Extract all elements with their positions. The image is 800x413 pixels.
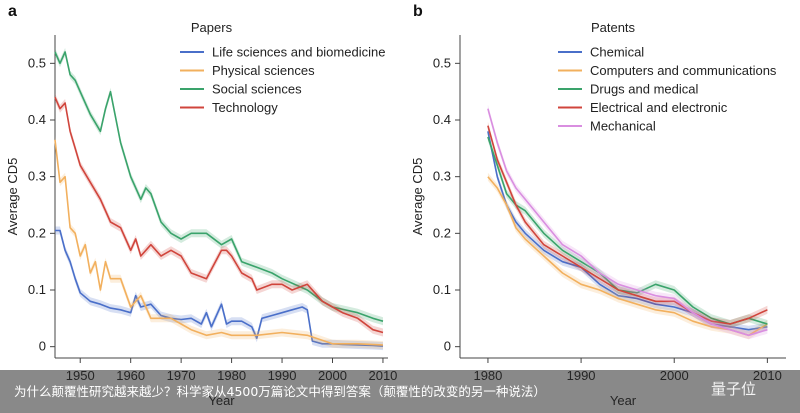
y-axis-label: Average CD5 xyxy=(5,158,20,236)
y-tick-label: 0.1 xyxy=(28,282,46,297)
y-tick-label: 0.4 xyxy=(28,112,46,127)
watermark-logo: 量子位 xyxy=(710,380,756,398)
y-tick-label: 0.5 xyxy=(28,55,46,70)
legend-label: Physical sciences xyxy=(212,63,315,78)
series-line xyxy=(487,125,768,325)
y-tick-label: 0 xyxy=(444,339,451,354)
series-line xyxy=(54,51,384,322)
legend-label: Computers and communications xyxy=(590,63,777,78)
series-line xyxy=(487,108,768,337)
panel-letter: a xyxy=(8,3,17,20)
chart-title: Patents xyxy=(591,20,636,35)
y-tick-label: 0.2 xyxy=(28,225,46,240)
chart-panel-b: bPatents00.10.20.30.40.51980199020002010… xyxy=(410,3,786,408)
legend-label: Technology xyxy=(212,100,278,115)
series-line xyxy=(54,139,384,346)
series-line xyxy=(55,229,384,347)
legend-label: Mechanical xyxy=(590,119,656,134)
series-band xyxy=(487,172,768,340)
legend-label: Chemical xyxy=(590,45,644,60)
caption-bar: 为什么颠覆性研究越来越少？科学家从4500万篇论文中得到答案（颠覆性的改变的另一… xyxy=(0,370,800,413)
y-tick-label: 0.4 xyxy=(433,112,451,127)
y-tick-label: 0.3 xyxy=(28,169,46,184)
series-line xyxy=(54,96,384,334)
y-tick-label: 0 xyxy=(39,339,46,354)
y-tick-label: 0.3 xyxy=(433,169,451,184)
y-tick-label: 0.5 xyxy=(433,55,451,70)
chart-title: Papers xyxy=(191,20,233,35)
legend-label: Life sciences and biomedicine xyxy=(212,45,385,60)
y-tick-label: 0.1 xyxy=(433,282,451,297)
legend-label: Social sciences xyxy=(212,82,302,97)
series-band xyxy=(487,133,768,328)
legend-label: Electrical and electronic xyxy=(590,100,728,115)
chart-panel-a: aPapers00.10.20.30.40.519501960197019801… xyxy=(5,3,397,408)
series-line xyxy=(487,176,768,337)
legend-label: Drugs and medical xyxy=(590,82,698,97)
y-axis-label: Average CD5 xyxy=(410,158,425,236)
panel-letter: b xyxy=(413,3,423,20)
series-band xyxy=(55,93,383,337)
y-tick-label: 0.2 xyxy=(433,225,451,240)
